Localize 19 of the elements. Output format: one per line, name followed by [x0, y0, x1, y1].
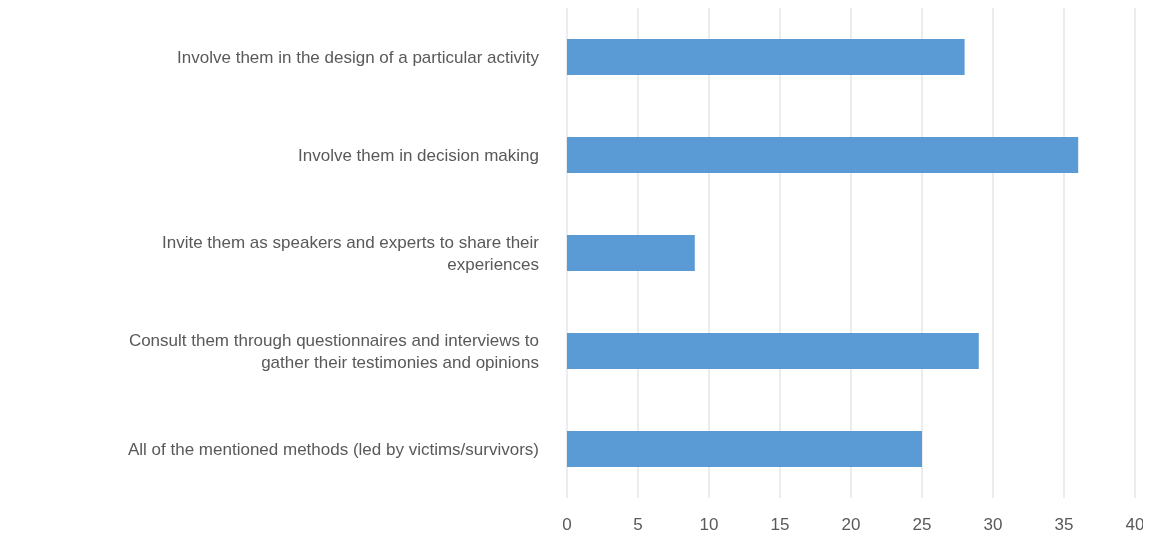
bar	[567, 39, 965, 75]
x-tick-label: 20	[841, 515, 861, 535]
y-tick-label: Consult them through questionnaires and interviews to gather their testimonies and opinions	[128, 330, 539, 372]
x-tick-label: 40	[1125, 515, 1145, 535]
x-tick-label: 30	[983, 515, 1003, 535]
bar	[567, 235, 695, 271]
y-tick-label: Involve them in decision making	[298, 145, 539, 165]
x-tick-label: 15	[770, 515, 790, 535]
bar	[567, 137, 1079, 173]
bar	[567, 431, 922, 467]
x-tick-label: 35	[1054, 515, 1074, 535]
x-tick-label: 0	[562, 515, 572, 535]
y-tick-label: Involve them in the design of a particular activity	[177, 47, 540, 67]
x-tick-label: 5	[633, 515, 643, 535]
y-tick-label: Invite them as speakers and experts to share their experiences	[161, 232, 540, 274]
bar	[567, 333, 979, 369]
y-tick-label: All of the mentioned methods (led by victims/survivors)	[128, 439, 539, 459]
x-tick-label: 10	[699, 515, 719, 535]
x-tick-label: 25	[912, 515, 932, 535]
